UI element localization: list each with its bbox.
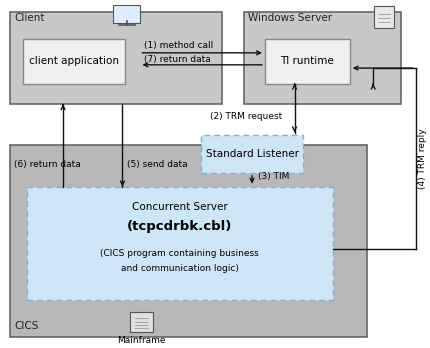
FancyBboxPatch shape (130, 311, 154, 332)
Text: (5) send data: (5) send data (127, 160, 187, 169)
Bar (27, 187, 333, 300)
Bar (10, 12, 222, 104)
Text: (7) return data: (7) return data (144, 55, 210, 64)
Text: Client: Client (14, 13, 45, 23)
Text: (CICS program containing business: (CICS program containing business (101, 249, 259, 258)
Text: Standard Listener: Standard Listener (206, 149, 298, 159)
Bar (265, 39, 350, 84)
FancyBboxPatch shape (374, 6, 393, 28)
Text: (1) method call: (1) method call (144, 41, 213, 50)
Bar (201, 135, 303, 173)
Text: CICS: CICS (14, 321, 39, 331)
Text: Concurrent Server: Concurrent Server (132, 202, 228, 212)
Text: Mainframe: Mainframe (117, 336, 166, 345)
FancyBboxPatch shape (114, 5, 140, 23)
Text: (3) TIM: (3) TIM (258, 172, 290, 181)
Text: (tcpcdrbk.cbl): (tcpcdrbk.cbl) (127, 220, 233, 232)
Text: client application: client application (29, 56, 119, 66)
Text: (2) TRM request: (2) TRM request (209, 112, 282, 121)
Text: TI runtime: TI runtime (280, 56, 334, 66)
Bar (243, 12, 401, 104)
Bar (23, 39, 125, 84)
Text: (4) TRM reply: (4) TRM reply (418, 128, 427, 189)
Text: Windows Server: Windows Server (248, 13, 332, 23)
Text: (6) return data: (6) return data (14, 160, 81, 169)
Text: and communication logic): and communication logic) (121, 264, 239, 274)
Bar (10, 145, 367, 338)
